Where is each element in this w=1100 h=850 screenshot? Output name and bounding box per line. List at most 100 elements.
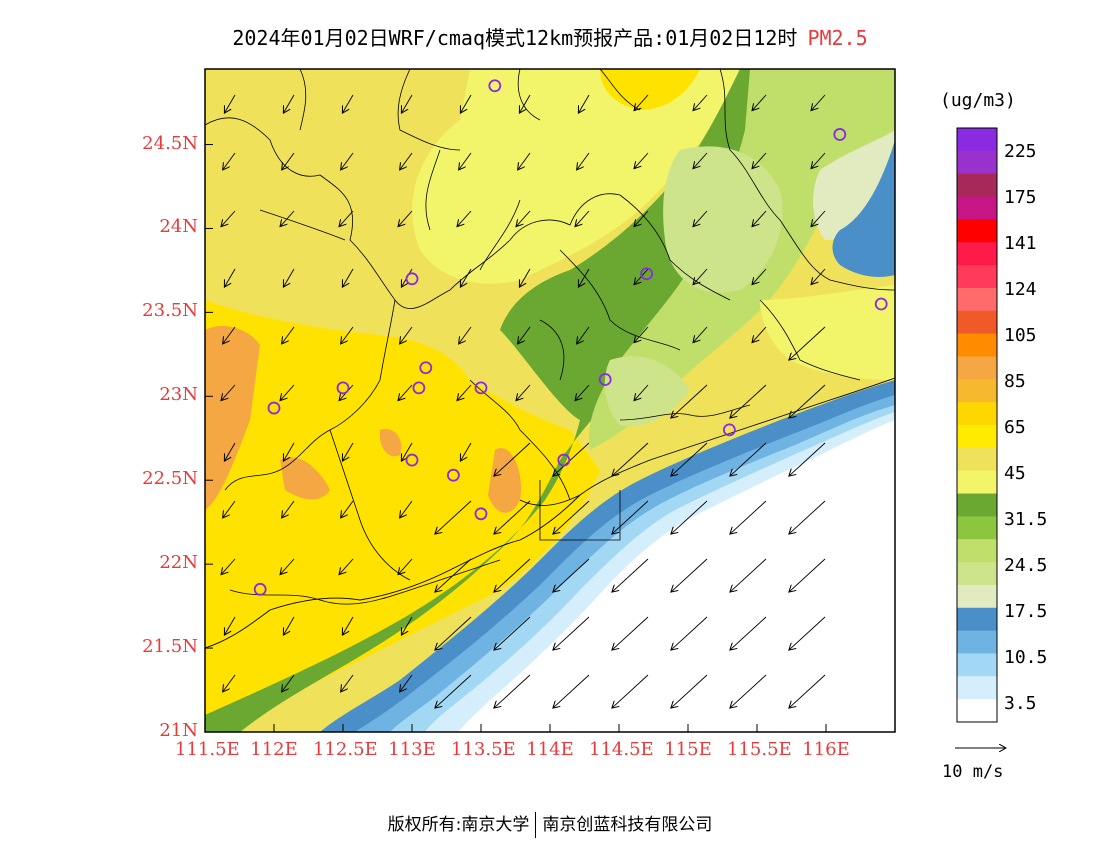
field-85-b	[488, 448, 521, 513]
wind-arrow	[635, 94, 649, 110]
wind-arrow	[399, 210, 413, 226]
legend-label: 225	[1004, 141, 1037, 162]
title-main: 2024年01月02日WRF/cmaq模式12km预报产品:01月02日12时	[232, 26, 798, 50]
x-tick-label: 112.5E	[313, 739, 378, 760]
legend-swatch	[957, 265, 997, 289]
legend-swatch	[957, 584, 997, 609]
legend-swatch	[957, 562, 997, 586]
wind-arrow	[613, 674, 649, 707]
wind-arrow	[812, 152, 826, 168]
wind-arrow	[518, 152, 531, 169]
wind-arrow	[223, 500, 236, 517]
wind-arrow	[461, 268, 472, 286]
wind-arrow	[225, 268, 236, 286]
wind-arrow	[576, 210, 590, 226]
wind-arrow	[790, 442, 826, 475]
wind-arrow	[554, 442, 590, 475]
wind-arrow	[517, 384, 531, 400]
field-45-north	[412, 69, 740, 284]
legend-swatch	[957, 128, 997, 152]
wind-arrow	[576, 384, 590, 400]
y-tick-label: 22.5N	[142, 468, 198, 490]
legend-label: 3.5	[1004, 693, 1037, 714]
wind-arrow	[790, 558, 826, 591]
wind-arrow	[790, 674, 826, 707]
wind-arrow	[222, 210, 236, 226]
legend-label: 45	[1004, 463, 1026, 484]
wind-arrow	[554, 500, 590, 533]
x-tick-label: 116E	[802, 739, 850, 760]
wind-arrow	[672, 558, 708, 591]
wind-arrow	[281, 210, 295, 226]
wind-arrow	[812, 210, 826, 226]
wind-arrow	[436, 616, 472, 649]
concentration-field	[205, 69, 895, 732]
site-marker	[474, 507, 488, 521]
site-marker	[598, 373, 612, 386]
wind-arrow	[459, 326, 472, 343]
wind-arrow	[520, 94, 531, 112]
wind-arrow	[495, 616, 531, 649]
wind-arrow	[694, 210, 708, 226]
wind-arrow	[340, 558, 354, 574]
reference-wind-label: 10 m/s	[942, 762, 1004, 782]
wind-arrow	[790, 384, 826, 417]
x-tick-label: 113E	[388, 739, 436, 760]
legend-swatch	[957, 447, 997, 472]
wind-arrow	[579, 94, 590, 112]
wind-arrow	[281, 558, 295, 574]
legend-label: 17.5	[1004, 601, 1048, 622]
wind-arrow	[400, 500, 413, 517]
y-tick-label: 21.5N	[142, 636, 198, 658]
legend-swatch	[957, 150, 997, 175]
site-marker	[640, 267, 653, 281]
site-marker	[446, 468, 460, 482]
legend-label: 24.5	[1004, 555, 1048, 576]
wind-arrow	[341, 674, 354, 691]
wind-arrow	[400, 674, 413, 691]
field-24-blob	[663, 146, 783, 293]
wind-arrow	[225, 442, 236, 460]
wind-arrow	[753, 94, 767, 110]
wind-arrow	[343, 616, 354, 634]
color-legend	[956, 127, 998, 723]
wind-arrow	[613, 442, 649, 475]
legend-unit: (ug/m3)	[940, 90, 1016, 111]
legend-swatch	[957, 310, 997, 335]
site-marker	[488, 79, 502, 93]
wind-arrow	[341, 152, 354, 169]
wind-arrow	[520, 268, 531, 286]
wind-arrow	[399, 558, 413, 574]
wind-arrow	[812, 94, 826, 110]
site-marker	[874, 297, 888, 311]
field-24-center	[604, 356, 690, 427]
wind-arrow	[343, 268, 354, 286]
wind-arrow	[694, 94, 708, 110]
wind-arrow	[731, 616, 767, 649]
wind-arrow	[282, 326, 295, 343]
x-tick-label: 114.5E	[589, 739, 654, 760]
wind-arrow	[517, 210, 531, 226]
wind-arrow	[790, 326, 826, 359]
wind-arrow	[672, 442, 708, 475]
field-85-a	[280, 457, 330, 500]
legend-label: 10.5	[1004, 647, 1048, 668]
wind-arrow	[694, 152, 708, 168]
legend-swatch	[957, 379, 997, 403]
legend-label: 141	[1004, 233, 1037, 254]
y-tick-label: 23N	[159, 384, 198, 406]
legend-swatch	[957, 630, 997, 654]
wind-arrow	[282, 674, 295, 691]
copyright-footer: 版权所有:南京大学 南京创蓝科技有限公司	[0, 810, 1100, 838]
wind-arrow	[340, 210, 354, 226]
wind-arrow	[495, 500, 531, 533]
wind-arrow	[400, 152, 413, 169]
x-tick-label: 115E	[664, 739, 712, 760]
wind-arrow	[635, 210, 649, 226]
wind-arrow	[284, 268, 295, 286]
site-marker	[253, 582, 267, 596]
legend-swatch	[957, 425, 997, 449]
legend-swatch	[957, 287, 997, 312]
wind-arrow	[436, 500, 472, 533]
